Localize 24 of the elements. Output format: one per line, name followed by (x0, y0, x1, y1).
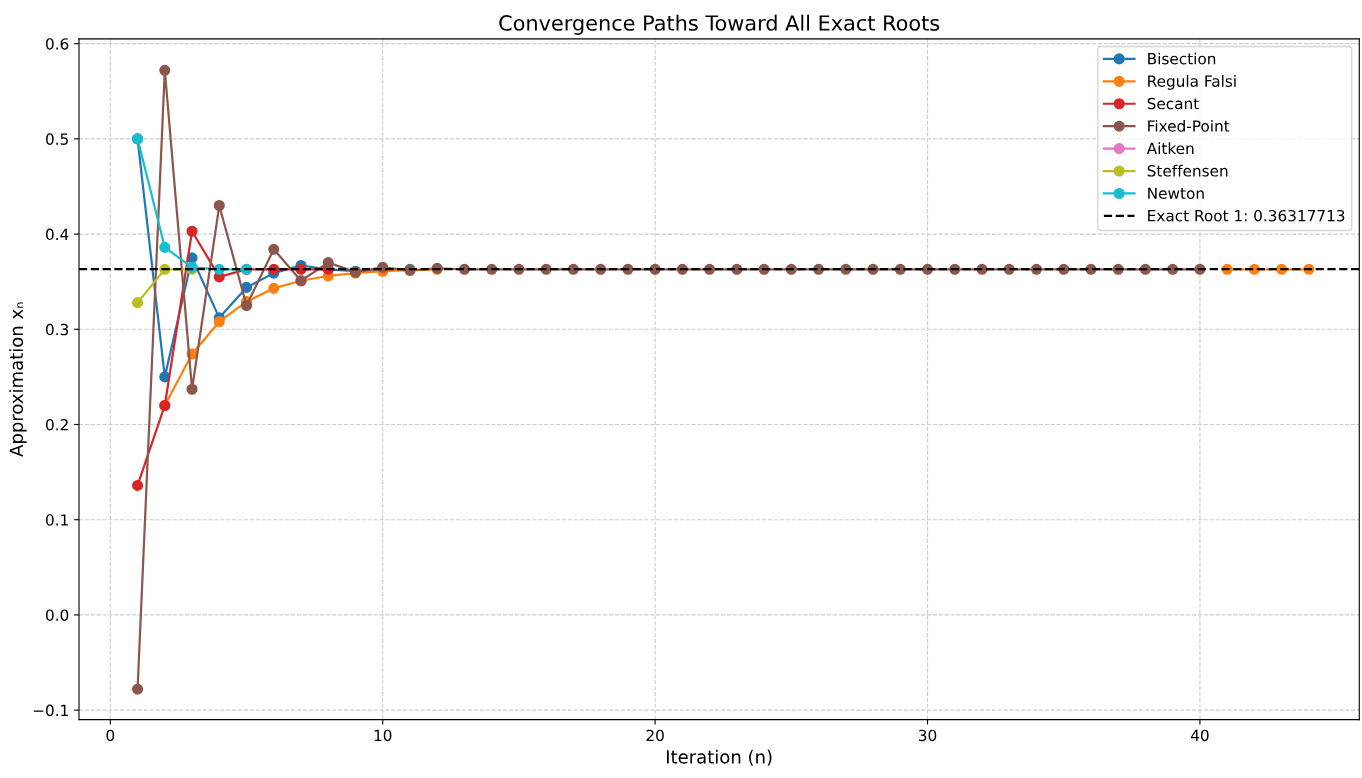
legend-label: Exact Root 1: 0.36317713 (1148, 209, 1345, 222)
y-tick-label: −0.1 (33, 704, 68, 717)
x-tick-label: 10 (374, 729, 392, 742)
x-tick-label: 0 (106, 729, 115, 742)
y-tick-label: 0.3 (45, 323, 69, 336)
x-tick-label: 20 (646, 729, 664, 742)
y-axis-title: Approximation xₙ (9, 302, 27, 457)
legend-label: Newton (1148, 187, 1204, 200)
y-tick-label: 0.2 (45, 418, 68, 431)
x-axis-title: Iteration (n) (666, 749, 772, 766)
legend-label: Steffensen (1147, 164, 1228, 177)
y-tick-label: 0.0 (45, 609, 69, 621)
y-tick-label: 0.1 (45, 514, 68, 526)
chart-title: Convergence Paths Toward All Exact Roots (499, 14, 940, 35)
y-tick-label: 0.6 (45, 38, 69, 50)
legend-label: Regula Falsi (1148, 75, 1236, 90)
y-tick-label: 0.4 (45, 228, 69, 241)
x-tick-label: 40 (1190, 729, 1209, 742)
y-tick-label: 0.5 (45, 133, 68, 145)
legend-label: Fixed-Point (1148, 119, 1230, 132)
legend-label: Bisection (1148, 52, 1216, 65)
legend-label: Secant (1147, 97, 1199, 110)
x-tick-label: 30 (918, 729, 937, 742)
legend-label: Aitken (1146, 142, 1194, 155)
